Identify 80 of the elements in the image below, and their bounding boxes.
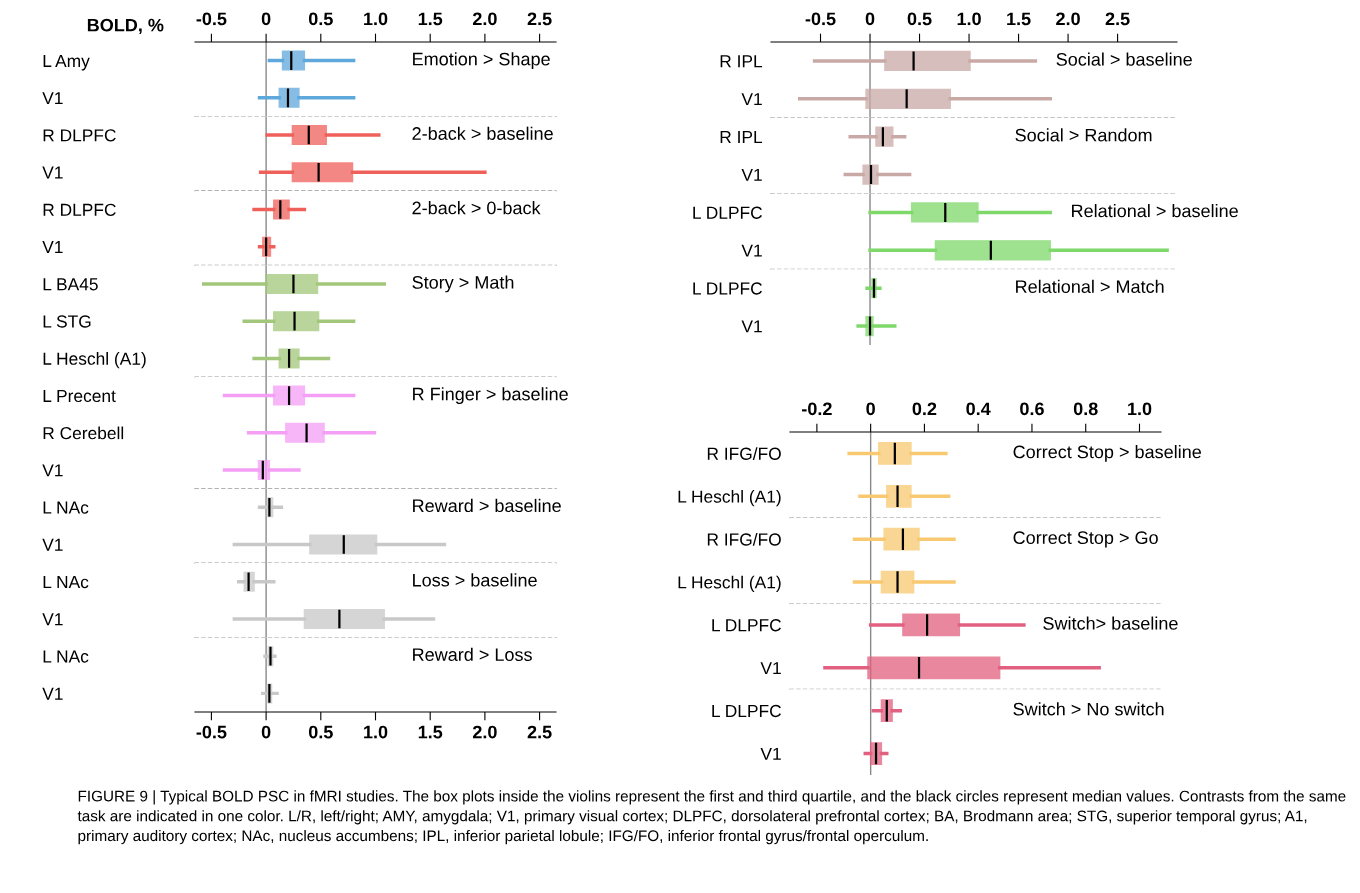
y-tick-label: V1 bbox=[760, 747, 781, 760]
y-tick-label: V1 bbox=[42, 464, 63, 477]
chart-title: Relational > Match bbox=[1016, 279, 1164, 294]
x-tick-label: 2.0 bbox=[472, 725, 497, 739]
x-tick-label: 1.5 bbox=[418, 725, 443, 739]
x-tick-label: 2.5 bbox=[527, 725, 552, 739]
chart-title: Reward > baseline bbox=[413, 498, 561, 513]
chart-title: Relational > baseline bbox=[1072, 204, 1238, 218]
y-tick-label: L DLPFC bbox=[693, 206, 763, 219]
x-tick-label: 0.5 bbox=[308, 12, 333, 26]
y-tick-label: V1 bbox=[741, 320, 762, 333]
y-tick-label: L Precent bbox=[43, 389, 116, 403]
x-tick-label: 1.0 bbox=[1128, 402, 1152, 416]
text: Story > Math bbox=[412, 275, 514, 293]
x-tick-label: 1.0 bbox=[364, 12, 388, 26]
y-tick-label: V1 bbox=[42, 92, 63, 105]
y-tick-label: L NAc bbox=[43, 650, 89, 663]
y-tick-label: L DLPFC bbox=[693, 282, 763, 295]
x-tick-label: 0.4 bbox=[966, 402, 991, 416]
y-tick-label: V1 bbox=[741, 93, 762, 106]
x-tick-label: -0.5 bbox=[196, 725, 227, 739]
x-tick-label: 2.0 bbox=[472, 12, 497, 26]
x-axis-title: BOLD, % bbox=[87, 18, 164, 35]
x-tick-label: -0.2 bbox=[802, 402, 832, 416]
y-tick-label: L Heschl (A1) bbox=[43, 352, 146, 369]
x-tick-label: 1.0 bbox=[957, 12, 981, 26]
x-tick-label: 0 bbox=[865, 12, 875, 26]
x-tick-label: 0 bbox=[261, 12, 271, 26]
chart-title: 2-back > baseline bbox=[412, 126, 553, 140]
y-tick-label: V1 bbox=[42, 241, 63, 254]
y-tick-label: R Cerebell bbox=[43, 426, 124, 440]
x-tick-label: -0.5 bbox=[196, 12, 227, 26]
x-tick-label: 1.0 bbox=[364, 725, 388, 739]
x-tick-label: 0.2 bbox=[912, 402, 937, 416]
x-tick-label: 2.5 bbox=[527, 12, 552, 26]
y-tick-label: R IPL bbox=[720, 131, 763, 143]
caption: FIGURE 9 | Typical BOLD PSC in fMRI studies. The box plots inside the violins represent the first and third quartile, and the black circles represent median values. Contrasts from the same task are indicated in one color. L/R, left/right; AMY, amygdala; V1, primary visual cortex; DLPFC, dorsolateral prefrontal cortex; BA, Brodmann area; STG, superior temporal gyrus; A1, primary auditory cortex; NAc, nucleus accumbens; IPL, inferior parietal lobule; IFG/FO, inferior frontal gyrus/frontal operculum. bbox=[77, 790, 1346, 845]
x-tick-label: 0.8 bbox=[1073, 402, 1098, 416]
x-tick-label: 0 bbox=[261, 725, 271, 739]
y-tick-label: R IFG/FO bbox=[707, 447, 781, 460]
x-tick-label: 2.0 bbox=[1056, 12, 1080, 26]
y-tick-label: V1 bbox=[42, 687, 63, 700]
chart-title: Reward > Loss bbox=[413, 647, 532, 662]
y-tick-label: L DLPFC bbox=[712, 619, 782, 632]
x-tick-label: 0 bbox=[866, 402, 875, 416]
text: Correct Stop > baseline bbox=[1013, 445, 1201, 462]
x-tick-label: 1.5 bbox=[1007, 12, 1031, 26]
chart-title: Social > baseline bbox=[1056, 52, 1192, 66]
y-tick-label: L NAc bbox=[43, 576, 89, 589]
y-tick-label: V1 bbox=[741, 168, 762, 181]
y-tick-label: L NAc bbox=[43, 501, 89, 514]
y-tick-label: V1 bbox=[42, 538, 63, 551]
y-tick-label: L BA45 bbox=[43, 278, 98, 291]
text: Switch> baseline bbox=[1043, 616, 1178, 630]
chart-title: Social > Random bbox=[1015, 128, 1152, 142]
x-tick-label: 0.5 bbox=[308, 725, 333, 739]
x-tick-label: 0.5 bbox=[907, 12, 932, 26]
text: Correct Stop > Go bbox=[1013, 531, 1158, 548]
y-tick-label: R IFG/FO bbox=[707, 532, 781, 546]
y-tick-label: R DLPFC bbox=[43, 129, 116, 142]
x-tick-label: -0.5 bbox=[805, 12, 836, 26]
y-tick-label: L DLPFC bbox=[712, 704, 782, 718]
text: Emotion > Shape bbox=[413, 52, 550, 70]
chart-title: Loss > baseline bbox=[413, 573, 537, 587]
y-tick-label: L Heschl (A1) bbox=[678, 490, 781, 507]
y-tick-label: R IPL bbox=[720, 55, 763, 68]
y-tick-label: V1 bbox=[741, 244, 762, 257]
text: Switch > No switch bbox=[1013, 702, 1164, 716]
x-tick-label: 1.5 bbox=[418, 12, 443, 26]
x-tick-label: 2.5 bbox=[1105, 12, 1130, 26]
y-tick-label: L Heschl (A1) bbox=[678, 575, 781, 592]
text: R Finger > baseline bbox=[413, 387, 568, 405]
y-tick-label: L Amy bbox=[43, 54, 90, 71]
y-tick-label: V1 bbox=[42, 613, 63, 626]
y-tick-label: L STG bbox=[43, 315, 91, 328]
y-tick-label: V1 bbox=[42, 166, 63, 179]
y-tick-label: R DLPFC bbox=[43, 203, 116, 216]
x-tick-label: 0.6 bbox=[1020, 402, 1044, 416]
chart-title: 2-back > 0-back bbox=[412, 201, 541, 215]
y-tick-label: V1 bbox=[760, 662, 781, 675]
